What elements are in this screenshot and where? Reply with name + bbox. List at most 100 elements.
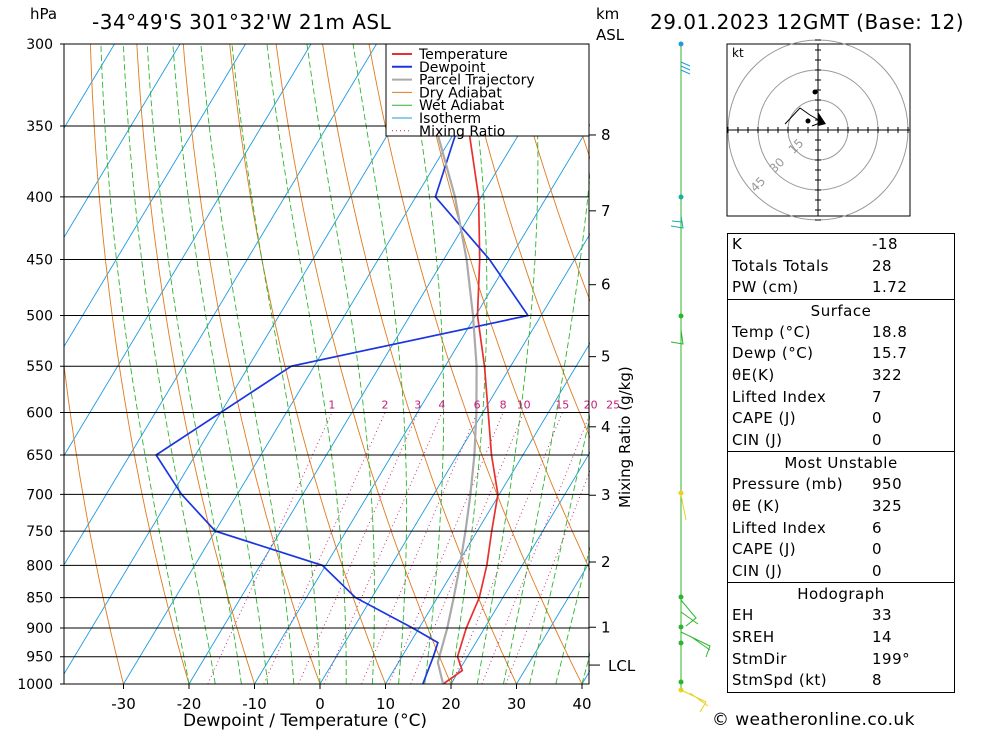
isotherm-line [64,44,246,348]
most-unstable-box: Most Unstable Pressure (mb) 950 θE (K) 325… [727,451,955,584]
stat-row-surf-theta: θE(K) 322 [728,365,954,387]
stat-row-surf-li: Lifted Index 7 [728,387,954,409]
mixing-ratio-label: 2 [381,398,388,411]
mixing-ratio-line [481,412,590,685]
pressure-tick-label: 400 [26,190,53,206]
pressure-tick-label: 850 [26,591,53,607]
wet-adiabat-line [352,44,408,685]
mu-li-label: Lifted Index [732,518,827,537]
mixing-ratio-line [505,469,590,685]
location-title: -34°49'S 301°32'W 21m ASL [92,10,392,34]
wet-adiabat-line [146,44,242,685]
stat-row-mu-cape: CAPE (J) 0 [728,539,954,561]
pw-value: 1.72 [872,278,908,297]
storm-motion-marker [818,112,826,126]
surf-li-label: Lifted Index [732,387,827,406]
stmdir-value: 199° [872,649,911,668]
mixing-ratio-line [263,412,386,685]
mu-cape-value: 0 [872,540,883,559]
datetime-title: 29.01.2023 12GMT (Base: 12) [650,10,964,34]
wet-adiabat-line [172,44,269,685]
isotherm-line [319,233,590,685]
pressure-tick-label: 300 [26,37,53,53]
legend-entry: Parcel Trajectory [419,73,535,89]
dry-adiabat-line [461,44,590,439]
mu-theta-value: 325 [872,496,903,515]
pressure-tick-label: 500 [26,309,53,325]
temp-tick-label: -10 [242,695,267,713]
wind-level-dot [678,41,684,47]
eh-label: EH [732,606,754,625]
mixing-ratio-label: 15 [555,398,569,411]
stat-row-mu-li: Lifted Index 6 [728,518,954,540]
temp-tick-label: 10 [376,695,395,713]
wet-adiabat-line [476,44,539,685]
height-tick-label: 5 [601,348,611,366]
wet-adiabat-line [122,44,216,685]
height-tick-label: 7 [601,202,611,220]
hodograph-point [812,89,818,95]
wind-level-dot [678,640,684,646]
stat-row-mu-pres: Pressure (mb) 950 [728,474,954,496]
surface-box: Surface Temp (°C) 18.8 Dewp (°C) 15.7 θE(K… [727,298,955,453]
dry-adiabat-line [507,44,590,302]
mixing-ratio-line [360,412,478,685]
lcl-label: LCL [608,657,636,675]
stat-row-mu-cin: CIN (J) 0 [728,561,954,583]
isotherm-line [516,560,590,685]
wind-barb [670,329,684,345]
stmspd-value: 8 [872,671,883,690]
temperature-axis: -30 -20 -10 0 10 20 30 40 [111,684,592,713]
wind-barb [680,599,699,627]
profile-series [154,44,530,685]
mu-cape-label: CAPE (J) [732,540,797,559]
mixing-ratio-labels: 1 2 3 4 6 8 10 15 20 25 [328,398,620,411]
wind-level-dot [678,679,684,685]
mixing-ratio-label: 1 [328,398,335,411]
sreh-label: SREH [732,627,775,646]
mu-theta-label: θE (K) [732,496,780,515]
wind-barb [680,689,709,713]
temp-tick-label: -30 [111,695,136,713]
indices-box: K -18 Totals Totals 28 PW (cm) 1.72 [727,233,955,300]
legend-entry: Mixing Ratio [419,124,505,140]
height-tick-label: 4 [601,418,611,436]
hodograph-stats-title: Hodograph [797,585,885,604]
sreh-value: 14 [872,627,893,646]
stat-row-pw: PW (cm) 1.72 [728,277,954,299]
legend-entry: Dry Adiabat [419,85,502,101]
stat-row-surf-cin: CIN (J) 0 [728,430,954,452]
stat-row-surf-dewp: Dewp (°C) 15.7 [728,343,954,365]
isotherm-line [64,44,443,675]
stat-row-stmdir: StmDir 199° [728,649,954,671]
mixing-ratio-label: 20 [584,398,598,411]
hodograph-stats-box: Hodograph EH 33 SREH 14 StmDir 199° StmSpd … [727,582,955,693]
plot-frame [63,43,590,685]
stmdir-label: StmDir [732,649,787,668]
x-axis-title: Dewpoint / Temperature (°C) [183,711,427,731]
isotherm-line [385,342,590,685]
tt-label: Totals Totals [732,256,829,275]
series-line-temperature [442,44,499,685]
pw-label: PW (cm) [732,278,799,297]
height-tick-label: 8 [601,126,611,144]
stat-row-eh: EH 33 [728,605,954,627]
isotherm-line [254,123,590,685]
pressure-tick-label: 750 [26,524,53,540]
wet-adiabat-line [266,44,347,684]
temp-tick-label: 0 [315,695,325,713]
mu-cin-label: CIN (J) [732,561,783,580]
stat-row-stmspd: StmSpd (kt) 8 [728,670,954,692]
wind-barb [680,494,687,521]
pressure-tick-label: 550 [26,359,53,375]
pressure-tick-label: 350 [26,119,53,135]
surf-cin-value: 0 [872,430,883,449]
temp-tick-label: 40 [572,695,591,713]
pressure-tick-label: 950 [26,650,53,666]
wind-level-dot [678,594,684,600]
isotherm-line [64,44,181,239]
surf-dewp-value: 15.7 [872,344,908,363]
hodograph-point [805,118,811,124]
isotherm-line [450,451,590,685]
